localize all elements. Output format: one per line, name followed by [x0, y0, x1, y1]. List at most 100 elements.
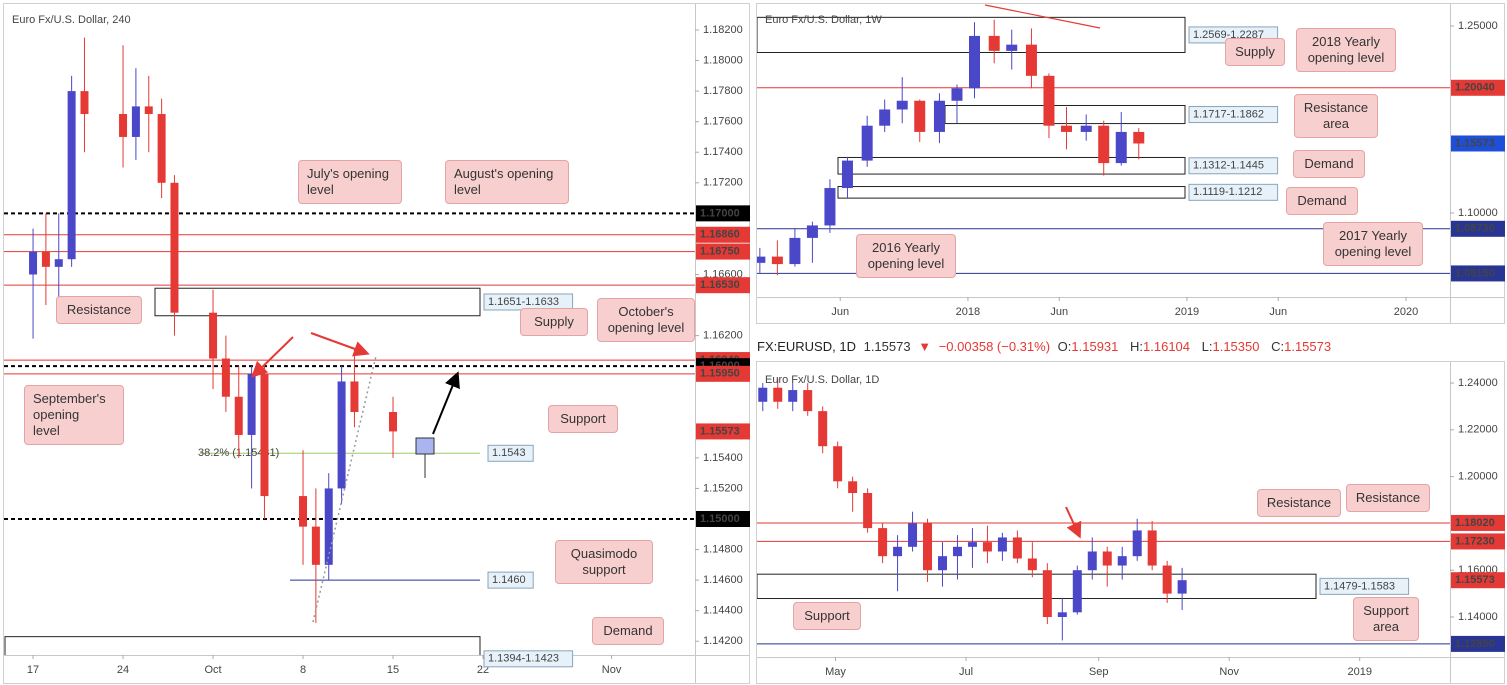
- price-tag-label: 1.15573: [700, 425, 740, 437]
- candle-body: [1102, 551, 1112, 566]
- candle-body: [788, 390, 798, 402]
- candle-body: [757, 256, 766, 263]
- candle-body: [324, 488, 333, 565]
- ohlc-value: 1.16104: [1143, 339, 1191, 354]
- ohlc: L:1.15350: [1202, 339, 1264, 354]
- candle-body: [818, 411, 828, 447]
- candle-body: [908, 523, 918, 547]
- price-tag-label: 1.20040: [1455, 82, 1495, 94]
- y-tick-label: 1.17200: [703, 177, 743, 189]
- direction: ▼: [918, 339, 932, 354]
- price-tag: [696, 277, 750, 294]
- ohlc: O:1.15931: [1058, 339, 1123, 354]
- candle-body: [1027, 558, 1037, 571]
- price-tag: [1451, 533, 1505, 550]
- arrow: [251, 336, 294, 378]
- candle-body: [893, 546, 903, 557]
- candle-body: [1043, 75, 1055, 126]
- candle-body: [1025, 44, 1037, 76]
- chart-title: Euro Fx/U.S. Dollar, 240: [12, 14, 131, 26]
- level-label-box: [487, 571, 534, 589]
- price-tag: [1451, 514, 1505, 531]
- price-tag: [1451, 79, 1505, 96]
- candle-body: [863, 493, 873, 529]
- x-tick-label: Jun: [1050, 306, 1068, 318]
- y-tick-label: 1.10000: [1458, 207, 1498, 219]
- callout: Support area: [1353, 597, 1419, 641]
- zone: [757, 573, 1317, 600]
- candle-body: [209, 312, 218, 359]
- candle-body: [1133, 131, 1145, 144]
- last-price: 1.15573: [863, 339, 911, 354]
- symbol-header: FX:EURUSD, 1D 1.15573 ▼ −0.00358 (−0.31%…: [757, 339, 1339, 354]
- zone-label: 1.1479-1.1583: [1324, 580, 1395, 592]
- candle-body: [951, 88, 963, 101]
- y-tick-label: 1.20000: [1458, 471, 1498, 483]
- panel-frame: [3, 3, 750, 684]
- price-tag-label: 1.05150: [1455, 267, 1495, 279]
- y-tick-label: 1.15400: [703, 452, 743, 464]
- x-tick-label: Jun: [1269, 306, 1287, 318]
- candle-body: [952, 546, 962, 557]
- x-tick-label: 2019: [1175, 306, 1199, 318]
- x-tick-label: Nov: [1219, 666, 1239, 678]
- plot-area: [757, 16, 1450, 276]
- candle-body: [350, 381, 359, 413]
- callout: Supply: [1225, 38, 1285, 66]
- price-tag: [1451, 635, 1505, 652]
- candle-body: [824, 188, 836, 226]
- candle-body: [234, 396, 243, 435]
- zone: [154, 287, 481, 317]
- zone: [944, 104, 1186, 125]
- candle-body: [1080, 125, 1092, 132]
- y-tick-label: 1.14600: [703, 574, 743, 586]
- y-tick-label: 1.14400: [703, 605, 743, 617]
- symbol: FX:EURUSD, 1D: [757, 339, 856, 354]
- candle-body: [789, 237, 801, 265]
- x-tick-label: 2019: [1347, 666, 1371, 678]
- zone-label-box: [483, 650, 574, 668]
- callout: Resistance area: [1294, 94, 1378, 138]
- candle-body: [806, 225, 818, 238]
- y-tick-label: 1.18200: [703, 24, 743, 36]
- y-tick-label: 1.17400: [703, 146, 743, 158]
- candle-body: [967, 542, 977, 547]
- candle-body: [1098, 125, 1110, 164]
- candle-body: [848, 481, 858, 494]
- price-tag-label: 1.18020: [1455, 517, 1495, 529]
- x-tick-label: Jun: [831, 306, 849, 318]
- candle-body: [157, 114, 166, 183]
- candle-body: [337, 381, 346, 489]
- x-tick-label: Sep: [1089, 666, 1109, 678]
- callout: Supply: [520, 308, 588, 336]
- ohlc-value: 1.15350: [1212, 339, 1260, 354]
- price-tag-label: 1.16750: [700, 245, 740, 257]
- axis-layer: 1.18200 1.18000 1.17800 1.17600 1.17400 1.172…: [12, 14, 750, 676]
- y-tick-label: 1.16200: [703, 330, 743, 342]
- candle-body: [988, 35, 1000, 51]
- callout: Resistance: [56, 296, 142, 324]
- callout: Quasimodo support: [555, 540, 653, 584]
- candle-body: [144, 106, 153, 115]
- candle-body: [67, 91, 76, 260]
- ohlc-label: O:: [1057, 339, 1072, 354]
- annotations: [251, 4, 1101, 623]
- callout: Support: [793, 602, 861, 630]
- callout: Resistance: [1257, 489, 1341, 517]
- candle-body: [833, 446, 843, 482]
- axis-layer: 1.25000 1.10000 Jun 2018 Jun 2019 Jun 2020 1.256…: [765, 14, 1505, 318]
- y-tick-label: 1.14200: [703, 635, 743, 647]
- zone-label-box: [1188, 106, 1279, 124]
- price-tag: [696, 226, 750, 243]
- chart-layers: 38.2% (1.15431) 1.18200 1.18000 1.17800 1.17…: [4, 14, 1505, 678]
- candle-body: [131, 106, 140, 137]
- zone-label-box: [1319, 577, 1410, 595]
- y-tick-label: 1.14000: [1458, 611, 1498, 623]
- price-tag-label: 1.17230: [1455, 535, 1495, 547]
- y-tick-label: 1.17600: [703, 116, 743, 128]
- candle-body: [773, 387, 783, 402]
- ohlc: C:1.15573: [1271, 339, 1335, 354]
- candle-body: [1072, 570, 1082, 613]
